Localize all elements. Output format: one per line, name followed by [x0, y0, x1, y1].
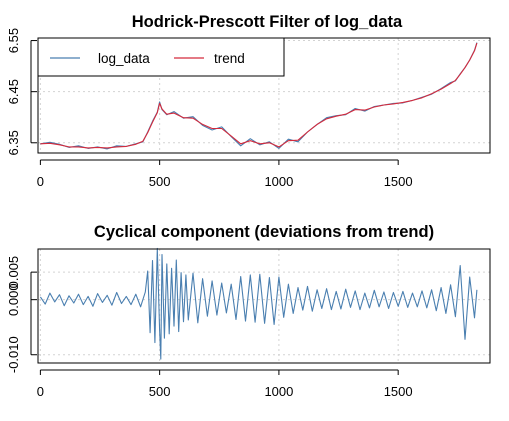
- cycle-title: Cyclical component (deviations from tren…: [94, 223, 434, 241]
- cycle-x-tick-label: 500: [149, 384, 171, 399]
- hp-filter-y-tick-label: 6.45: [6, 79, 21, 104]
- cycle-series-line-0: [39, 247, 478, 360]
- hp-filter-x-axis: 0 500 1000 1500: [37, 159, 413, 189]
- legend-box: [37, 37, 285, 77]
- hp-filter-x-tick-label: 1000: [264, 174, 293, 189]
- hp-filter-panel: Hodrick-Prescott Filter of log_data 0 500…: [6, 13, 491, 189]
- hp-filter-x-tick-label: 500: [149, 174, 171, 189]
- legend-label-trend: trend: [214, 51, 245, 66]
- hp-filter-title: Hodrick-Prescott Filter of log_data: [132, 13, 403, 31]
- cycle-x-axis: 0 500 1000 1500: [37, 369, 413, 399]
- hp-filter-series-line-trend: [40, 42, 478, 149]
- legend-label-log-data: log_data: [98, 51, 150, 66]
- cycle-plot-frame: [37, 248, 491, 364]
- hp-filter-x-tick-label: 1500: [384, 174, 413, 189]
- hp-filter-y-axis: 6.35 6.45 6.55: [6, 28, 37, 155]
- hp-filter-y-tick-label: 6.35: [6, 130, 21, 155]
- cycle-x-tick-label: 0: [37, 384, 44, 399]
- cycle-y-tick-label: -0.010: [6, 336, 21, 373]
- hp-filter-y-tick-label: 6.55: [6, 28, 21, 53]
- hp-filter-series: [40, 42, 478, 150]
- cycle-x-tick-label: 1500: [384, 384, 413, 399]
- cycle-grid: [38, 249, 490, 363]
- cycle-x-tick-label: 1000: [264, 384, 293, 399]
- cycle-y-tick-label: 0.005: [6, 256, 21, 289]
- hp-filter-legend: log_data trend: [37, 37, 285, 77]
- hp-filter-x-tick-label: 0: [37, 174, 44, 189]
- cycle-y-tick-label: 0.000: [6, 283, 21, 316]
- cycle-series: [39, 247, 478, 360]
- cycle-panel: Cyclical component (deviations from tren…: [6, 223, 491, 399]
